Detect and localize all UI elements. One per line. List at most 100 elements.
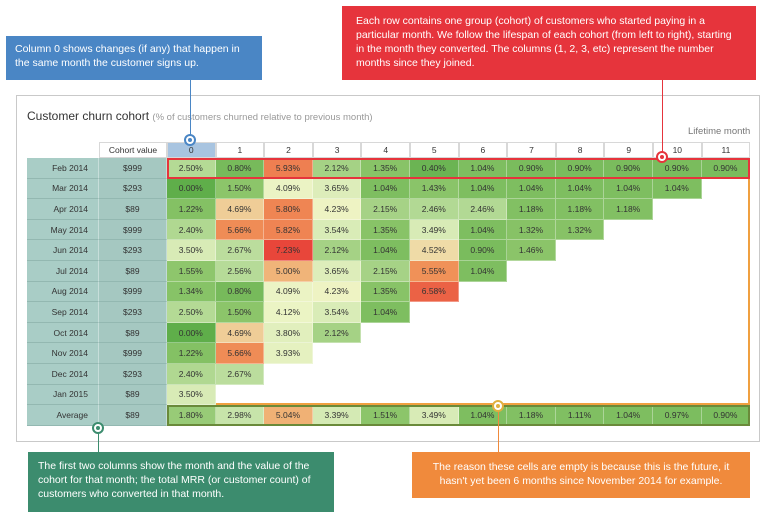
cohort-cell: 1.04% — [458, 178, 508, 200]
cohort-cell: 2.46% — [458, 199, 508, 220]
cohort-cell: 2.46% — [410, 199, 459, 220]
callout-rows: Each row contains one group (cohort) of … — [342, 6, 756, 80]
cohort-cell: 1.04% — [653, 178, 702, 200]
chart-title: Customer churn cohort (% of customers ch… — [27, 109, 373, 123]
cohort-cell: 0.90% — [555, 158, 605, 179]
cohort-cell: 1.32% — [555, 219, 605, 241]
connector-line — [98, 430, 99, 452]
row-label-month: Jul 2014 — [27, 261, 99, 282]
cohort-cell: 3.65% — [312, 261, 362, 282]
cohort-cell: 3.49% — [410, 405, 459, 426]
row-label-month: Dec 2014 — [27, 364, 99, 385]
cohort-cell: 1.18% — [555, 199, 605, 220]
cohort-cell: 3.54% — [312, 219, 362, 241]
cohort-cell: 1.04% — [361, 302, 410, 323]
cohort-cell: 1.50% — [215, 302, 265, 323]
row-label-month: Average — [27, 405, 99, 426]
row-cohort-value: $999 — [99, 281, 167, 303]
cohort-panel — [16, 95, 760, 442]
cohort-cell: 5.66% — [215, 219, 265, 241]
cohort-cell: 1.18% — [507, 199, 556, 220]
cohort-cell: 3.93% — [264, 343, 313, 364]
row-cohort-value: $89 — [99, 384, 167, 406]
callout-column-0: Column 0 shows changes (if any) that hap… — [6, 36, 262, 80]
cohort-cell: 2.15% — [361, 261, 410, 282]
column-header-month-4: 4 — [361, 142, 410, 158]
cohort-cell: 4.69% — [215, 322, 265, 344]
cohort-cell: 4.23% — [312, 199, 362, 220]
row-cohort-value: $999 — [99, 219, 167, 241]
cohort-cell: 2.15% — [361, 199, 410, 220]
cohort-cell: 1.18% — [604, 199, 653, 220]
row-cohort-value: $999 — [99, 158, 167, 179]
cohort-cell: 5.93% — [264, 158, 313, 179]
callout-empty-cells: The reason these cells are empty is beca… — [412, 452, 750, 498]
cohort-cell: 3.50% — [167, 384, 216, 406]
column-header-month-2: 2 — [264, 142, 313, 158]
connector-line — [498, 410, 499, 452]
cohort-cell: 5.55% — [410, 261, 459, 282]
cohort-cell: 0.90% — [701, 158, 751, 179]
connector-line — [662, 80, 663, 152]
cohort-cell: 2.40% — [167, 364, 216, 385]
cohort-cell: 1.04% — [555, 178, 605, 200]
row-cohort-value: $89 — [99, 199, 167, 220]
lifetime-month-label: Lifetime month — [688, 126, 751, 137]
cohort-cell: 1.35% — [361, 281, 410, 303]
cohort-cell: 2.56% — [215, 261, 265, 282]
cohort-cell: 2.12% — [312, 240, 362, 261]
cohort-cell: 1.18% — [507, 405, 556, 426]
cohort-cell: 0.80% — [215, 281, 265, 303]
marker-dot — [92, 422, 104, 434]
cohort-cell: 4.52% — [410, 240, 459, 261]
cohort-cell: 0.80% — [215, 158, 265, 179]
row-cohort-value: $89 — [99, 261, 167, 282]
row-label-month: Sep 2014 — [27, 302, 99, 323]
cohort-cell: 5.82% — [264, 219, 313, 241]
cohort-cell: 2.12% — [312, 322, 362, 344]
cohort-cell: 5.80% — [264, 199, 313, 220]
row-label-month: Oct 2014 — [27, 322, 99, 344]
row-cohort-value: $293 — [99, 302, 167, 323]
cohort-cell: 1.51% — [361, 405, 410, 426]
cohort-cell: 2.12% — [312, 158, 362, 179]
cohort-cell: 7.23% — [264, 240, 313, 261]
marker-dot — [184, 134, 196, 146]
marker-dot — [656, 151, 668, 163]
marker-dot — [492, 400, 504, 412]
cohort-cell: 0.90% — [458, 240, 508, 261]
cohort-cell: 1.04% — [604, 178, 653, 200]
cohort-cell: 1.04% — [507, 178, 556, 200]
cohort-cell: 3.49% — [410, 219, 459, 241]
cohort-cell: 1.22% — [167, 343, 216, 364]
cohort-cell: 3.80% — [264, 322, 313, 344]
row-cohort-value: $89 — [99, 405, 167, 426]
cohort-cell: 0.90% — [604, 158, 653, 179]
cohort-cell: 1.22% — [167, 199, 216, 220]
callout-first-columns: The first two columns show the month and… — [28, 452, 334, 512]
cohort-cell: 1.43% — [410, 178, 459, 200]
column-header-month-7: 7 — [507, 142, 556, 158]
column-header-month-11: 11 — [701, 142, 751, 158]
cohort-cell: 4.09% — [264, 281, 313, 303]
cohort-cell: 1.46% — [507, 240, 556, 261]
row-label-month: Nov 2014 — [27, 343, 99, 364]
column-header-month-9: 9 — [604, 142, 653, 158]
cohort-cell: 0.00% — [167, 178, 216, 200]
column-header-month-6: 6 — [458, 142, 508, 158]
cohort-cell: 4.69% — [215, 199, 265, 220]
cohort-cell: 1.35% — [361, 219, 410, 241]
cohort-cell: 4.12% — [264, 302, 313, 323]
cohort-cell: 3.39% — [312, 405, 362, 426]
cohort-cell: 1.04% — [361, 240, 410, 261]
cohort-cell: 0.90% — [507, 158, 556, 179]
cohort-cell: 2.67% — [215, 364, 265, 385]
cohort-cell: 3.50% — [167, 240, 216, 261]
row-label-month: Aug 2014 — [27, 281, 99, 303]
row-label-month: Jan 2015 — [27, 384, 99, 406]
row-cohort-value: $89 — [99, 322, 167, 344]
cohort-cell: 1.04% — [604, 405, 653, 426]
row-cohort-value: $293 — [99, 240, 167, 261]
cohort-cell: 0.90% — [701, 405, 751, 426]
column-header-month-5: 5 — [410, 142, 459, 158]
